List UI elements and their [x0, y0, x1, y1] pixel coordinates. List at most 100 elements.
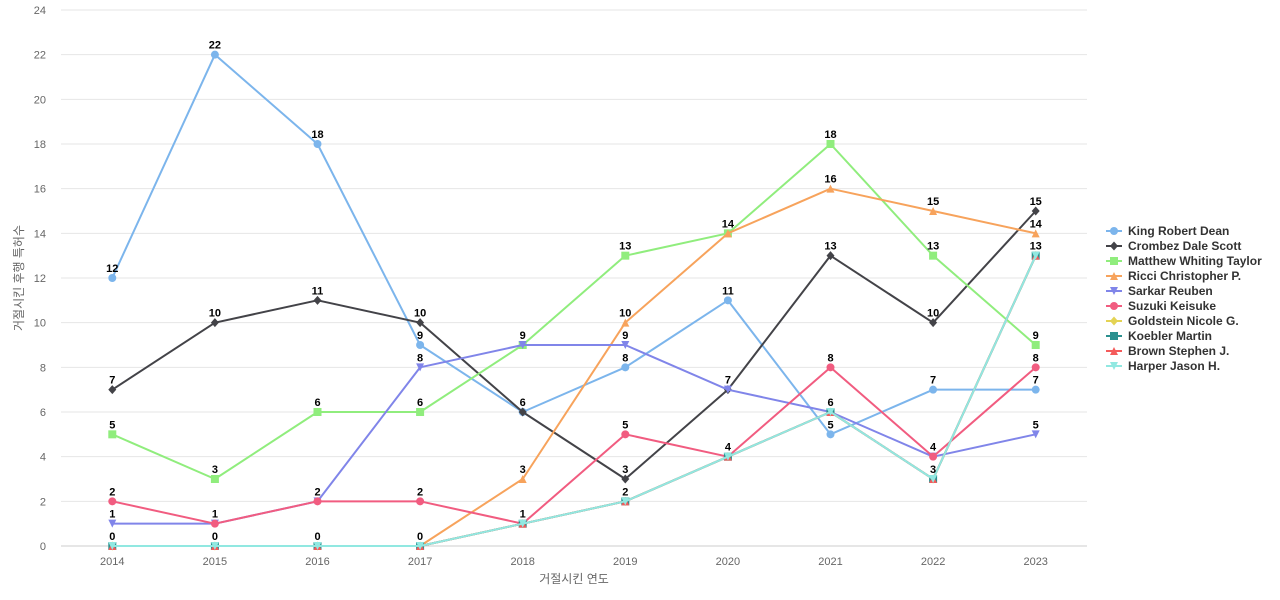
- data-label: 9: [520, 330, 526, 342]
- legend-label: Ricci Christopher P.: [1128, 269, 1241, 283]
- data-point: [621, 363, 630, 372]
- legend-marker: [1110, 302, 1118, 310]
- data-label: 8: [827, 352, 833, 364]
- data-point: [416, 318, 425, 328]
- data-label: 8: [1033, 352, 1039, 364]
- data-point: [621, 251, 630, 260]
- data-label: 10: [619, 308, 631, 320]
- data-label: 14: [722, 218, 735, 230]
- data-point: [1031, 363, 1040, 372]
- data-point: [826, 363, 835, 372]
- data-point: [826, 251, 835, 261]
- legend-item[interactable]: Sarkar Reuben: [1106, 284, 1213, 298]
- data-label: 13: [619, 241, 631, 253]
- data-label: 18: [824, 129, 836, 141]
- series-line: [111, 210, 1037, 480]
- legend-item[interactable]: Harper Jason H.: [1106, 359, 1220, 373]
- data-label: 2: [417, 486, 423, 498]
- data-point: [518, 519, 527, 528]
- data-label: 14: [1030, 218, 1043, 230]
- legend-label: King Robert Dean: [1128, 224, 1229, 238]
- y-tick-label: 2: [40, 496, 46, 508]
- data-label: 0: [109, 531, 115, 543]
- data-point: [1031, 206, 1040, 216]
- series-line: [111, 53, 1036, 436]
- data-point: [416, 408, 425, 416]
- data-point: [929, 207, 938, 215]
- data-point: [621, 430, 630, 439]
- data-point: [929, 452, 938, 461]
- data-label: 6: [417, 397, 423, 409]
- data-label: 15: [1030, 196, 1042, 208]
- data-label: 1: [212, 509, 218, 521]
- legend-item[interactable]: Crombez Dale Scott: [1106, 239, 1241, 253]
- data-point: [621, 318, 630, 327]
- data-label: 5: [827, 419, 833, 431]
- data-point: [826, 430, 835, 439]
- data-point: [1031, 385, 1040, 394]
- legend-item[interactable]: Brown Stephen J.: [1106, 344, 1229, 358]
- legend-item[interactable]: Suzuki Keisuke: [1106, 299, 1216, 313]
- legend-marker: [1110, 316, 1118, 326]
- legend-label: Goldstein Nicole G.: [1128, 314, 1239, 328]
- x-tick-label: 2019: [613, 556, 637, 568]
- data-label: 9: [1033, 330, 1039, 342]
- data-point: [416, 497, 425, 506]
- legend-label: Matthew Whiting Taylor: [1128, 254, 1262, 268]
- data-point: [313, 408, 322, 416]
- data-label: 12: [106, 263, 118, 275]
- data-label: 7: [725, 375, 731, 387]
- data-point: [313, 497, 322, 506]
- data-label: 3: [930, 464, 936, 476]
- series-line: [112, 255, 1037, 547]
- y-tick-label: 0: [40, 541, 46, 553]
- data-point: [210, 519, 219, 528]
- legend-item[interactable]: Goldstein Nicole G.: [1106, 314, 1239, 328]
- data-point: [826, 408, 835, 416]
- y-tick-label: 6: [40, 407, 46, 419]
- legend-item[interactable]: King Robert Dean: [1106, 224, 1229, 238]
- x-tick-label: 2016: [305, 556, 329, 568]
- x-tick-label: 2014: [100, 556, 124, 568]
- series-line: [112, 366, 1037, 525]
- data-point: [1031, 251, 1040, 260]
- data-point: [723, 452, 732, 461]
- series-layer: [108, 50, 1040, 551]
- data-label: 1: [109, 509, 115, 521]
- data-label: 5: [1033, 419, 1039, 431]
- x-tick-label: 2018: [510, 556, 534, 568]
- data-point: [723, 385, 732, 394]
- data-point: [518, 407, 527, 417]
- legend-marker: [1110, 272, 1118, 280]
- series-line: [112, 344, 1036, 525]
- legend-item[interactable]: Ricci Christopher P.: [1106, 269, 1241, 283]
- data-label: 3: [212, 464, 218, 476]
- y-tick-label: 20: [34, 94, 46, 106]
- data-point: [1031, 229, 1040, 238]
- data-point: [723, 229, 732, 238]
- legend-marker: [1110, 257, 1118, 265]
- data-point: [313, 542, 322, 550]
- data-label: 6: [827, 397, 833, 409]
- data-label: 11: [722, 285, 734, 297]
- data-point: [929, 385, 938, 394]
- legend-marker: [1110, 332, 1118, 340]
- data-label: 13: [1030, 241, 1042, 253]
- x-tick-label: 2017: [408, 556, 432, 568]
- data-label: 13: [824, 241, 836, 253]
- legend-label: Brown Stephen J.: [1128, 344, 1229, 358]
- data-point: [723, 296, 732, 305]
- data-point: [416, 363, 425, 372]
- series-1: [108, 206, 1040, 484]
- data-label: 4: [930, 442, 937, 454]
- legend-label: Suzuki Keisuke: [1128, 299, 1216, 313]
- data-point: [313, 295, 322, 305]
- legend-item[interactable]: Koebler Martin: [1106, 329, 1212, 343]
- data-point: [108, 274, 117, 282]
- data-label: 3: [520, 464, 526, 476]
- data-label: 8: [622, 352, 628, 364]
- data-label: 2: [622, 486, 628, 498]
- legend-item[interactable]: Matthew Whiting Taylor: [1106, 254, 1262, 268]
- x-tick-label: 2020: [716, 556, 740, 568]
- y-tick-label: 12: [34, 273, 46, 285]
